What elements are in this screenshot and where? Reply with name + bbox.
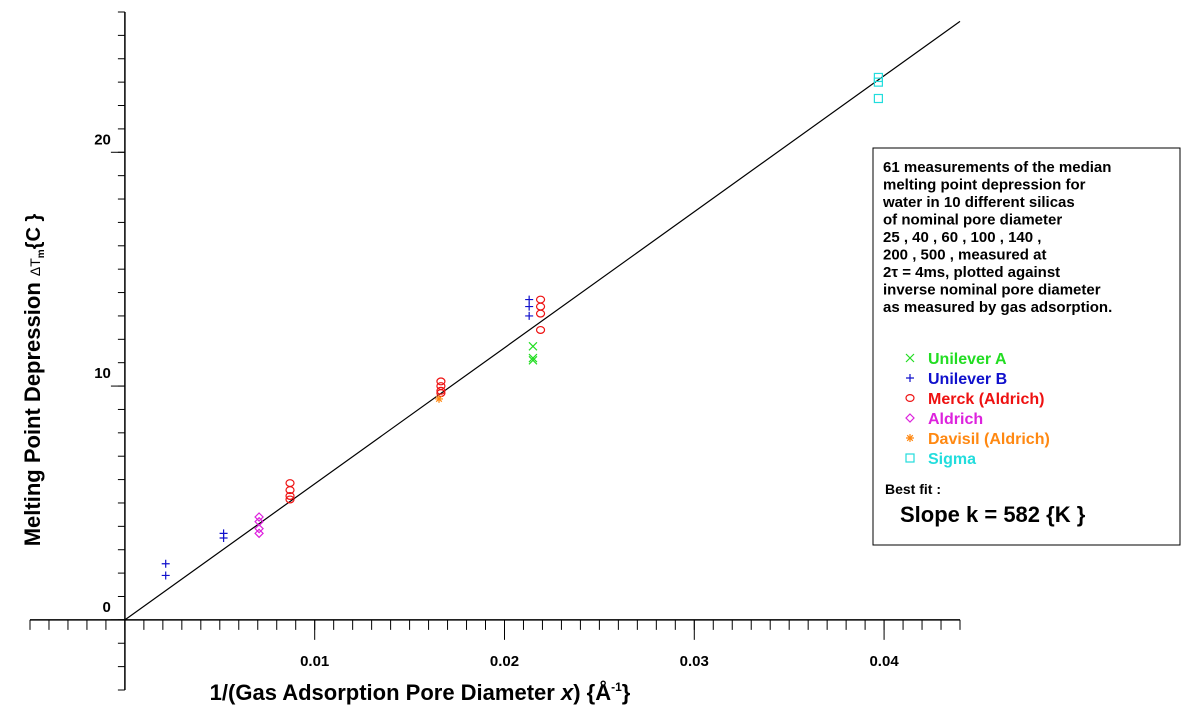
legend-label: Unilever A xyxy=(928,351,1007,368)
annotation-line: melting point depression for xyxy=(883,177,1086,194)
legend-marker xyxy=(905,353,915,363)
data-point xyxy=(285,486,295,495)
legend-marker xyxy=(905,453,915,463)
annotation-line: inverse nominal pore diameter xyxy=(883,282,1101,299)
y-tick-label: 0 xyxy=(103,599,111,616)
data-point xyxy=(285,491,295,500)
legend-label: Sigma xyxy=(928,451,976,468)
data-point xyxy=(525,311,534,320)
annotation-line: water in 10 different silicas xyxy=(882,194,1075,211)
data-point xyxy=(254,528,264,539)
x-label-unit: ) {Å xyxy=(573,679,611,705)
data-point xyxy=(535,325,546,334)
legend-marker xyxy=(905,394,915,403)
legend-label: Unilever B xyxy=(928,371,1007,388)
legend-label: Davisil (Aldrich) xyxy=(928,431,1050,448)
y-label-text: Melting Point Depression xyxy=(20,282,45,546)
annotation-line: 25 , 40 , 60 , 100 , 140 , xyxy=(883,229,1041,246)
data-point xyxy=(525,302,534,311)
data-point xyxy=(285,495,295,504)
x-label-text: 1/(Gas Adsorption Pore Diameter xyxy=(210,680,561,705)
x-axis-label: 1/(Gas Adsorption Pore Diameter x) {Å-1} xyxy=(210,679,631,705)
y-label-unit: {C } xyxy=(23,214,45,250)
y-tick-label: 10 xyxy=(94,365,111,382)
data-point xyxy=(535,302,546,311)
x-tick-label: 0.02 xyxy=(490,653,519,670)
data-point xyxy=(254,523,264,534)
data-point xyxy=(435,394,444,403)
annotation-line: of nominal pore diameter xyxy=(883,212,1062,229)
data-point xyxy=(254,516,264,527)
legend-label: Aldrich xyxy=(928,411,983,428)
legend-marker xyxy=(906,434,914,442)
legend-label: Merck (Aldrich) xyxy=(928,391,1044,408)
data-point xyxy=(161,571,170,580)
fit-text: Slope k = 582 {K } xyxy=(900,502,1086,527)
data-point xyxy=(436,386,446,395)
annotation-line: 2τ = 4ms, plotted against xyxy=(883,264,1060,281)
data-point xyxy=(535,309,546,318)
data-point xyxy=(528,341,538,351)
data-point xyxy=(535,295,546,304)
x-tick-label: 0.01 xyxy=(300,653,329,670)
annotation-line: 200 , 500 , measured at xyxy=(883,247,1046,264)
data-point xyxy=(525,295,534,304)
x-label-sup: -1 xyxy=(611,680,622,694)
fit-label: Best fit : xyxy=(885,481,941,497)
x-tick-label: 0.03 xyxy=(680,653,709,670)
data-point xyxy=(285,479,295,488)
data-point xyxy=(873,93,883,104)
data-point xyxy=(873,72,883,83)
x-label-var: x xyxy=(560,680,574,705)
data-point xyxy=(161,559,170,568)
annotation-line: as measured by gas adsorption. xyxy=(883,299,1112,316)
data-point xyxy=(873,77,883,87)
y-tick-label: 20 xyxy=(94,131,111,148)
data-point xyxy=(528,353,538,363)
data-point xyxy=(436,377,446,386)
annotation-line: 61 measurements of the median xyxy=(883,159,1111,176)
x-tick-label: 0.04 xyxy=(869,653,899,670)
data-point xyxy=(528,355,538,365)
legend-marker xyxy=(905,413,915,423)
fit-line xyxy=(124,20,961,621)
annotation-box xyxy=(872,147,1181,546)
y-label-symbol: ΔT xyxy=(27,258,43,276)
data-point xyxy=(254,512,264,522)
data-point xyxy=(219,534,228,543)
y-label-sub: m xyxy=(36,249,47,258)
y-axis-label: Melting Point Depression ΔTm{C } xyxy=(20,214,47,547)
legend-marker xyxy=(906,374,914,382)
x-label-end: } xyxy=(622,680,631,705)
